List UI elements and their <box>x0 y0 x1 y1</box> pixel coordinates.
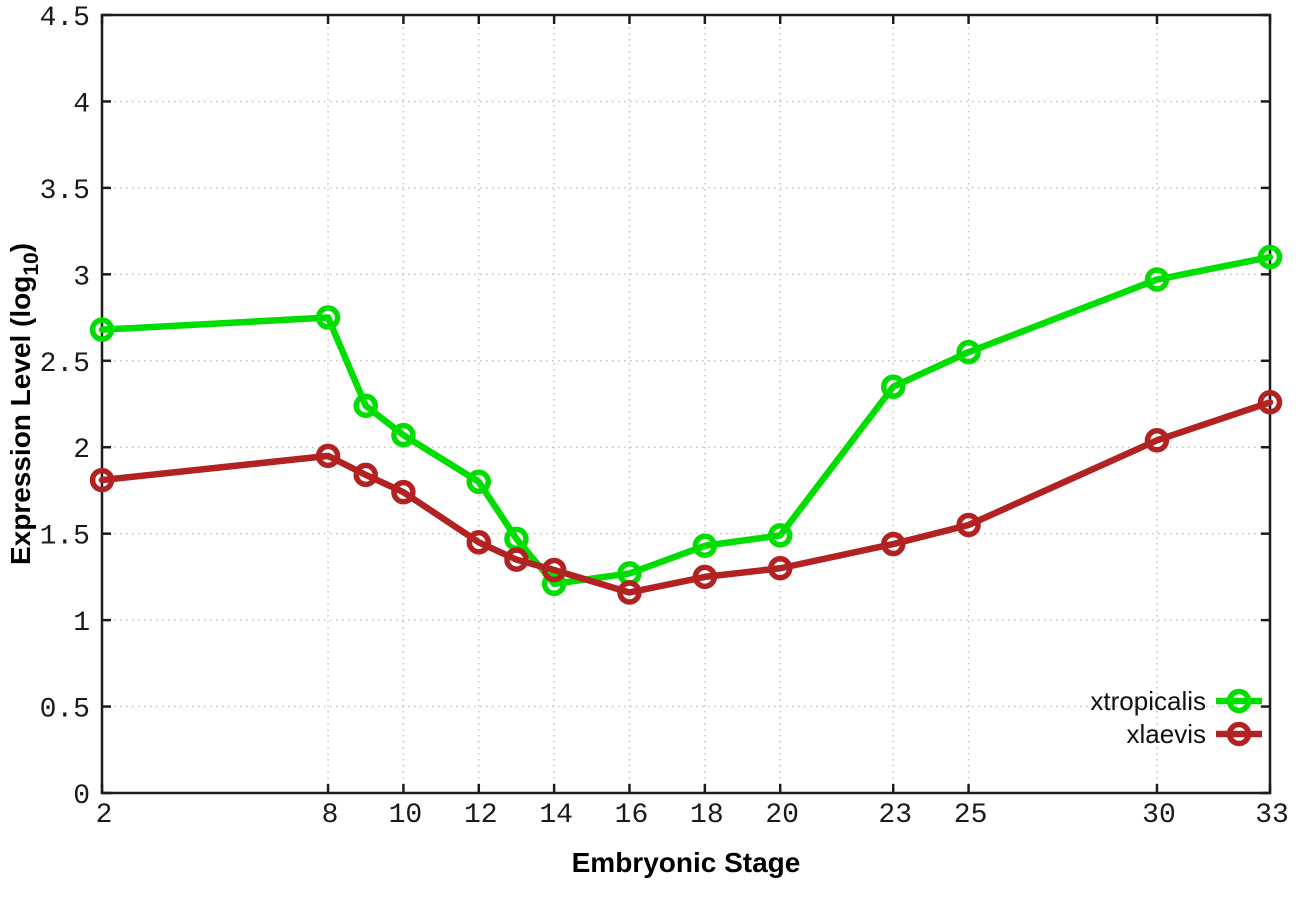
y-tick-label: 4 <box>73 89 90 120</box>
x-tick-label: 23 <box>878 800 912 831</box>
y-tick-label: 2.5 <box>40 349 90 380</box>
data-point-xlaevis <box>504 547 529 572</box>
axis-tick-labels: 2 8 10 12 14 16 18 20 23 25 30 33 0 0.5 1 1.5 2 2.5 3 3.5 4 4… <box>40 3 1289 831</box>
legend-marker-xtropicalis <box>1226 688 1252 714</box>
legend-label-xlaevis: xlaevis <box>1127 719 1206 749</box>
data-point-xtropicalis <box>353 393 378 418</box>
y-tick-label: 1.5 <box>40 522 90 553</box>
x-tick-label: 10 <box>389 800 423 831</box>
data-point-xtropicalis <box>466 469 492 495</box>
axis-ticks <box>100 13 1272 795</box>
data-point-xtropicalis <box>391 422 416 448</box>
data-point-xlaevis <box>541 557 567 583</box>
data-point-xtropicalis <box>541 571 567 597</box>
plot-border <box>100 13 1272 795</box>
x-tick-label: 30 <box>1142 800 1176 831</box>
data-point-xlaevis <box>466 530 492 555</box>
data-series <box>89 244 1283 605</box>
gridlines <box>101 14 1271 794</box>
x-tick-label: 25 <box>954 800 988 831</box>
x-tick-label: 12 <box>464 800 498 831</box>
y-tick-label: 3.5 <box>40 176 90 207</box>
data-point-xlaevis <box>315 443 341 469</box>
y-tick-label: 0.5 <box>40 695 90 726</box>
data-point-xtropicalis <box>692 533 718 559</box>
x-tick-label: 33 <box>1255 800 1289 831</box>
x-axis-title: Embryonic Stage <box>572 847 801 878</box>
data-point-xtropicalis <box>315 305 341 330</box>
data-point-xlaevis <box>89 467 115 493</box>
data-point-xlaevis <box>617 580 642 605</box>
data-point-xtropicalis <box>880 374 906 399</box>
x-tick-label: 2 <box>96 800 113 831</box>
data-point-xlaevis <box>353 462 378 488</box>
data-point-xlaevis <box>1144 428 1170 453</box>
y-tick-label: 1 <box>73 608 90 639</box>
data-point-xlaevis <box>767 555 793 581</box>
legend-marker-xlaevis <box>1226 721 1252 747</box>
legend-label-xtropicalis: xtropicalis <box>1090 686 1206 716</box>
series-line-xlaevis <box>98 399 1274 596</box>
data-point-xlaevis <box>880 531 906 557</box>
x-tick-label: 20 <box>765 800 799 831</box>
x-tick-label: 16 <box>615 800 649 831</box>
y-tick-label: 2 <box>73 435 90 466</box>
data-point-xtropicalis <box>89 317 115 342</box>
y-axis-title: Expression Level (log10) <box>5 243 43 565</box>
data-point-xlaevis <box>692 564 718 590</box>
x-tick-label: 18 <box>690 800 724 831</box>
y-tick-label: 0 <box>73 781 90 812</box>
y-tick-label: 4.5 <box>40 3 90 34</box>
x-tick-label: 8 <box>322 800 339 831</box>
data-point-xlaevis <box>956 512 981 538</box>
data-point-xtropicalis <box>956 339 981 365</box>
data-point-xtropicalis <box>1144 267 1170 292</box>
x-tick-label: 14 <box>539 800 573 831</box>
series-line-xtropicalis <box>98 253 1274 588</box>
data-point-xlaevis <box>391 479 416 505</box>
data-point-xlaevis <box>1257 390 1283 415</box>
data-point-xtropicalis <box>767 523 793 548</box>
y-tick-label: 3 <box>73 262 90 293</box>
data-point-xtropicalis <box>1257 244 1283 270</box>
